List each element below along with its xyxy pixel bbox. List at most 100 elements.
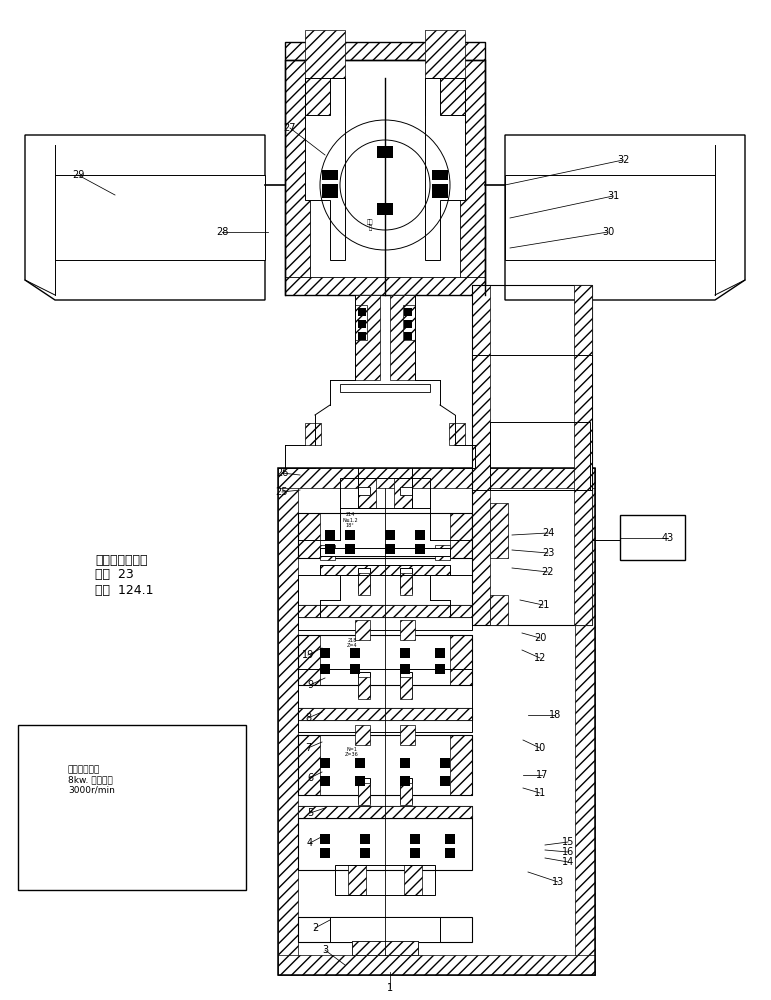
Text: 17: 17 [536, 770, 548, 780]
Bar [18, 725, 246, 890]
Bar [425, 30, 465, 115]
Text: 11: 11 [534, 788, 546, 798]
Bar [400, 620, 415, 640]
Text: 22: 22 [542, 567, 554, 577]
Bar [285, 277, 485, 295]
Bar [325, 544, 335, 554]
Bar [348, 865, 366, 895]
Bar [285, 42, 485, 60]
Bar [472, 285, 490, 625]
Bar [575, 468, 595, 975]
Bar [298, 806, 472, 818]
Bar [278, 468, 298, 975]
Bar [450, 635, 472, 685]
Bar [400, 664, 410, 674]
Bar [320, 565, 450, 575]
Polygon shape [25, 135, 265, 300]
Bar [435, 545, 450, 560]
Bar [298, 818, 472, 870]
Bar [472, 355, 592, 490]
Bar [404, 332, 412, 340]
Text: 27: 27 [284, 123, 296, 133]
Bar [410, 848, 420, 858]
Bar [320, 664, 330, 674]
Text: 24: 24 [542, 528, 554, 538]
Bar [320, 776, 330, 786]
Text: 29: 29 [72, 170, 84, 180]
Bar [418, 917, 440, 942]
Bar [440, 776, 450, 786]
Bar [445, 848, 455, 858]
Bar [400, 672, 412, 697]
Text: 214
N≥1.2
18°: 214 N≥1.2 18° [342, 512, 358, 528]
Text: 1: 1 [387, 983, 393, 993]
Text: 14: 14 [562, 857, 574, 867]
Bar [358, 677, 370, 699]
Bar [285, 60, 485, 295]
Text: 5: 5 [307, 808, 313, 818]
Text: 32: 32 [617, 155, 629, 165]
Bar [350, 664, 360, 674]
Bar [298, 605, 472, 617]
Bar [330, 917, 352, 942]
Bar [400, 568, 412, 593]
Bar [472, 285, 592, 625]
Bar [432, 170, 448, 180]
Bar [385, 530, 395, 540]
Text: 桥半轴减速比：
高档  23
低档  124.1: 桥半轴减速比： 高档 23 低档 124.1 [95, 554, 153, 596]
Bar [298, 513, 472, 558]
Bar [404, 865, 422, 895]
Bar [358, 783, 370, 805]
Bar [358, 568, 370, 593]
Bar [298, 806, 472, 818]
Text: 2: 2 [312, 923, 318, 933]
Bar [320, 545, 335, 560]
Bar [330, 917, 440, 942]
Bar [355, 305, 367, 340]
Text: 28: 28 [216, 227, 228, 237]
Text: 13: 13 [552, 877, 564, 887]
Bar [400, 725, 415, 745]
Text: 19: 19 [302, 650, 314, 660]
Bar [404, 320, 412, 328]
Bar [450, 513, 472, 558]
Bar [415, 530, 425, 540]
Bar [345, 544, 355, 554]
Text: 30: 30 [602, 227, 614, 237]
Bar [278, 468, 595, 975]
Bar [358, 320, 366, 328]
Bar [285, 42, 485, 60]
Text: 6: 6 [307, 773, 313, 783]
Bar [298, 708, 472, 720]
Bar [355, 620, 370, 640]
Polygon shape [55, 175, 265, 260]
Bar [298, 635, 320, 685]
Bar [320, 834, 330, 844]
Bar [450, 735, 472, 795]
Text: 9: 9 [307, 680, 313, 690]
Bar [320, 648, 330, 658]
Bar [410, 834, 420, 844]
Text: 7: 7 [305, 743, 311, 753]
Bar [360, 834, 370, 844]
Bar [298, 575, 472, 630]
Bar [400, 776, 410, 786]
Bar [385, 544, 395, 554]
Bar [355, 725, 370, 745]
Bar [377, 146, 393, 158]
Bar [400, 783, 412, 805]
Polygon shape [505, 175, 715, 260]
Bar [490, 503, 508, 558]
Bar [322, 170, 338, 180]
Text: 31: 31 [607, 191, 619, 201]
Text: 10: 10 [534, 743, 546, 753]
Bar [352, 941, 418, 955]
Bar [440, 758, 450, 768]
Text: 23: 23 [542, 548, 554, 558]
Text: 18: 18 [549, 710, 561, 720]
Bar [298, 635, 472, 685]
Bar [305, 423, 321, 445]
Bar [320, 758, 330, 768]
Bar [278, 955, 595, 975]
Bar [350, 648, 360, 658]
